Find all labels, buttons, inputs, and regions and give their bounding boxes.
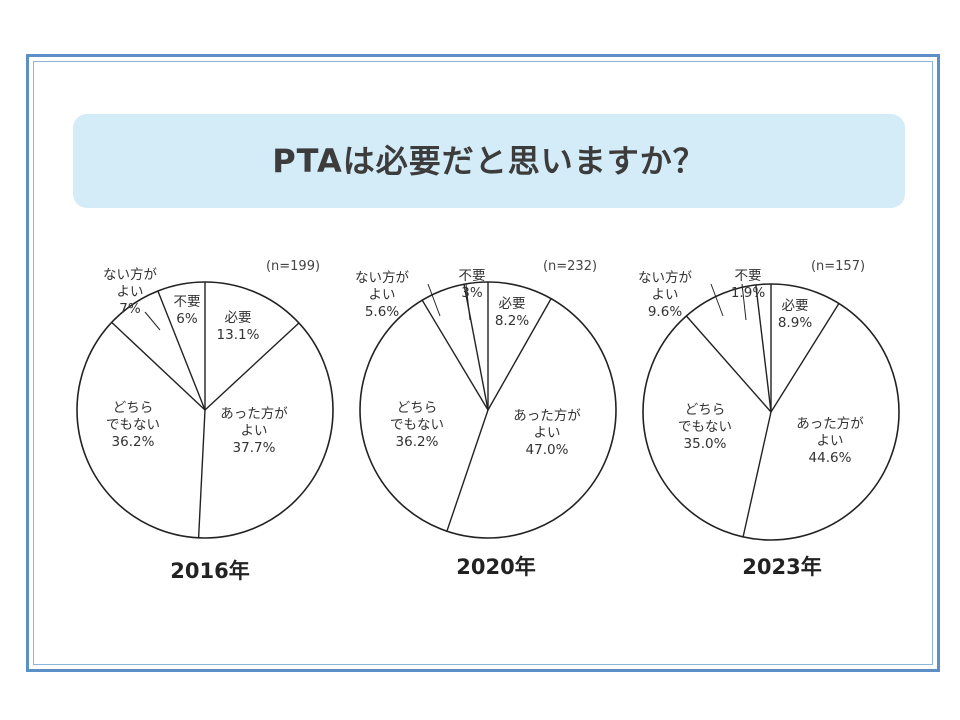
slice-boundary-better-to-have — [487, 298, 552, 411]
slice-value: 9.6% — [648, 304, 682, 320]
slice-boundary-better-to-have — [204, 322, 300, 411]
slice-name: ない方が — [355, 270, 409, 286]
slice-name: どちら — [113, 400, 154, 416]
slice-name: よい — [241, 423, 268, 439]
slice-name: 不要 — [735, 268, 762, 284]
slice-name: 不要 — [174, 294, 201, 310]
leader-line — [710, 283, 724, 317]
slice-label-neutral: どちらでもない 35.0% — [678, 402, 732, 452]
slice-value: 36.2% — [396, 434, 439, 450]
slice-value: 3% — [461, 285, 483, 301]
slice-label-necessary: 必要 8.9% — [778, 298, 812, 331]
inner-frame — [33, 61, 933, 665]
leader-line — [427, 283, 441, 317]
slice-name: 不要 — [459, 268, 486, 284]
slice-name: よい — [369, 287, 396, 303]
page-title: PTAは必要だと思いますか？ — [272, 142, 706, 180]
slice-boundary-better-without — [421, 299, 489, 411]
slice-label-neutral: どちらでもない 36.2% — [390, 400, 444, 450]
slice-name: よい — [817, 433, 844, 449]
slice-name: よい — [652, 287, 679, 303]
slice-value: 13.1% — [217, 327, 260, 343]
slice-label-better-to-have: あった方がよい 47.0% — [513, 408, 581, 458]
slice-name: 必要 — [225, 310, 252, 326]
year-label: 2020年 — [456, 555, 535, 579]
slice-label-better-without: ない方がよい 5.6% — [355, 270, 409, 320]
slice-name: ない方が — [103, 267, 157, 283]
slice-name: あった方が — [513, 408, 581, 424]
slice-value: 5.6% — [365, 304, 399, 320]
slice-name: よい — [117, 284, 144, 300]
leader-line — [741, 283, 747, 321]
slice-boundary-better-without — [111, 321, 206, 411]
slice-boundary-neutral — [742, 411, 772, 538]
pie-chart-2023年: 必要 8.9%あった方がよい 44.6%どちらでもない 35.0%ない方がよい 9.6%… — [638, 259, 900, 579]
slice-label-unnecessary: 不要 1.9% — [731, 268, 765, 301]
slice-boundary-unnecessary — [755, 284, 772, 413]
pie-chart-2016年: 必要 13.1%あった方がよい 37.7%どちらでもない 36.2%ない方がよい 7% 不… — [76, 259, 334, 583]
slice-value: 7% — [119, 301, 141, 317]
slice-name: でもない — [390, 417, 444, 433]
pie-chart-2020年: 必要 8.2%あった方がよい 47.0%どちらでもない 36.2%ない方がよい 5.6%… — [355, 259, 617, 579]
slice-value: 47.0% — [526, 442, 569, 458]
slice-boundary-unnecessary — [157, 290, 206, 411]
slice-value: 37.7% — [233, 440, 276, 456]
slice-value: 6% — [176, 311, 198, 327]
slice-boundary-neutral — [197, 409, 206, 538]
leader-line — [144, 311, 161, 331]
slice-value: 8.9% — [778, 315, 812, 331]
sample-size: (n=157) — [811, 259, 865, 274]
slice-label-necessary: 必要 8.2% — [495, 296, 529, 329]
slice-boundary-better-to-have — [770, 303, 840, 413]
slice-value: 35.0% — [684, 436, 727, 452]
outer-frame — [26, 54, 940, 672]
year-label: 2016年 — [170, 559, 249, 583]
slice-label-better-without: ない方がよい 9.6% — [638, 270, 692, 320]
slice-name: よい — [534, 425, 561, 441]
slice-name: でもない — [106, 417, 160, 433]
slice-label-necessary: 必要 13.1% — [217, 310, 260, 343]
year-label: 2023年 — [742, 555, 821, 579]
slice-value: 1.9% — [731, 285, 765, 301]
sample-size: (n=199) — [266, 259, 320, 274]
slice-name: でもない — [678, 419, 732, 435]
slice-label-unnecessary: 不要 3% — [459, 268, 486, 301]
slice-label-better-to-have: あった方がよい 44.6% — [796, 416, 864, 466]
slice-boundary-better-without — [685, 315, 772, 413]
slice-value: 8.2% — [495, 313, 529, 329]
sample-size: (n=232) — [543, 259, 597, 274]
title-banner: PTAは必要だと思いますか？ — [73, 114, 905, 208]
slice-name: どちら — [397, 400, 438, 416]
slice-name: どちら — [685, 402, 726, 418]
slice-name: あった方が — [220, 406, 288, 422]
slice-value: 36.2% — [112, 434, 155, 450]
slice-label-neutral: どちらでもない 36.2% — [106, 400, 160, 450]
slice-label-unnecessary: 不要 6% — [174, 294, 201, 327]
slice-name: 必要 — [782, 298, 809, 314]
slice-value: 44.6% — [809, 450, 852, 466]
slice-boundary-neutral — [446, 409, 489, 532]
slice-label-better-without: ない方がよい 7% — [103, 267, 157, 317]
slice-name: ない方が — [638, 270, 692, 286]
slice-name: あった方が — [796, 416, 864, 432]
leader-line — [465, 283, 471, 321]
slice-name: 必要 — [499, 296, 526, 312]
slice-label-better-to-have: あった方がよい 37.7% — [220, 406, 288, 456]
